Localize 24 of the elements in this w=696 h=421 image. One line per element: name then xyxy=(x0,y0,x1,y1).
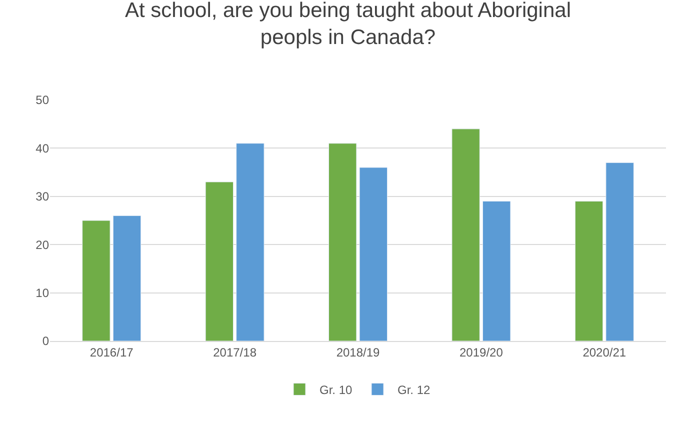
bar xyxy=(205,182,234,341)
y-tick-label: 0 xyxy=(42,334,50,348)
y-tick-label: 10 xyxy=(36,286,50,300)
bar xyxy=(236,143,264,341)
bar xyxy=(482,200,511,341)
bar xyxy=(606,162,634,341)
x-tick-label: 2018/19 xyxy=(336,345,380,360)
y-tick-label: 30 xyxy=(36,190,50,204)
chart-title: At school, are you being taught about Aboriginal peopls in Canada? xyxy=(125,0,571,50)
x-tick-label: 2016/17 xyxy=(90,345,134,360)
bar xyxy=(359,167,388,341)
bar xyxy=(574,200,604,341)
bar xyxy=(452,128,480,341)
x-tick-label: 2017/18 xyxy=(213,345,257,360)
y-tick-label: 40 xyxy=(36,141,50,156)
legend-label: Gr. 12 xyxy=(398,382,431,397)
bar xyxy=(112,215,142,341)
legend-label: Gr. 10 xyxy=(320,382,353,397)
y-tick-label: 50 xyxy=(36,93,50,108)
x-tick-label: 2020/21 xyxy=(582,345,626,360)
x-tick-label: 2019/20 xyxy=(460,345,504,360)
bar xyxy=(82,220,110,341)
bar xyxy=(328,143,357,341)
y-tick-label: 20 xyxy=(36,238,50,252)
